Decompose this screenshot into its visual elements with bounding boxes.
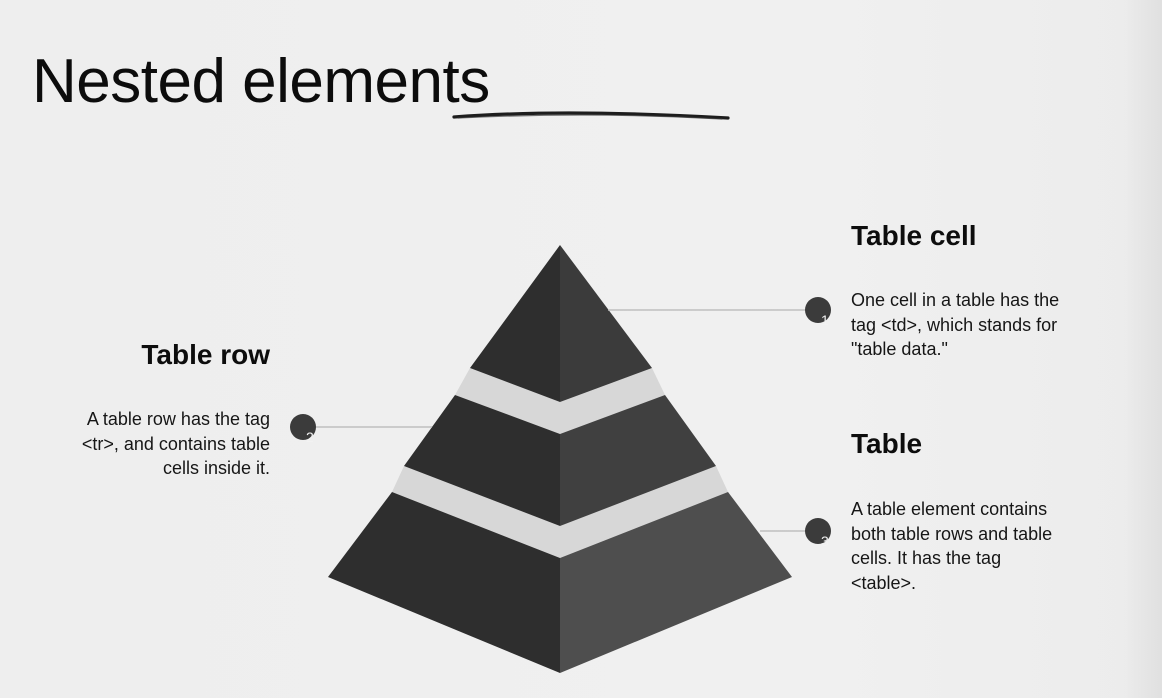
pyramid-gap-lower: [392, 466, 728, 558]
pyramid-level-3: [328, 492, 792, 673]
pyramid-gap-upper: [455, 368, 665, 434]
table-cell-description: One cell in a table has the tag <td>, wh…: [851, 290, 1060, 359]
table-row-heading: Table row: [141, 339, 270, 370]
page-edge-shadow: [1122, 0, 1162, 698]
page-title: Nested elements: [32, 47, 490, 116]
brush-underline: [452, 111, 730, 120]
marker-1: 1: [805, 297, 831, 328]
pyramid-level-1: [470, 245, 652, 402]
table-description: A table element contains both table rows…: [851, 499, 1053, 593]
marker-2: 2: [290, 414, 316, 445]
marker-number-3: 3: [821, 533, 829, 549]
marker-number-1: 1: [821, 312, 829, 328]
table-heading: Table: [851, 428, 923, 459]
table-cell-heading: Table cell: [851, 220, 977, 251]
pyramid-level-2: [404, 395, 716, 526]
marker-number-2: 2: [306, 429, 314, 445]
table-row-description: A table row has the tag <tr>, and contai…: [81, 409, 270, 478]
marker-3: 3: [805, 518, 831, 549]
